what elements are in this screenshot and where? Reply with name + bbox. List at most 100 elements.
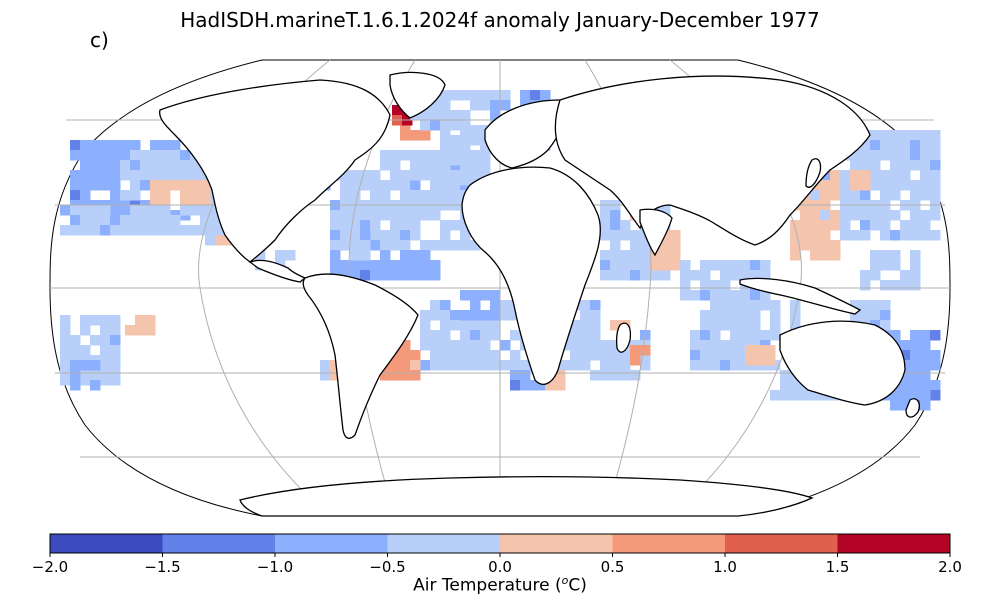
anomaly-cell <box>890 170 901 181</box>
anomaly-cell <box>450 135 461 146</box>
anomaly-cell <box>430 240 441 251</box>
anomaly-cell <box>730 260 741 271</box>
anomaly-cell <box>640 240 651 251</box>
anomaly-cell <box>430 180 441 191</box>
anomaly-cell <box>340 260 351 271</box>
anomaly-cell <box>640 270 651 281</box>
anomaly-cell <box>710 350 721 361</box>
anomaly-cell <box>390 220 401 231</box>
anomaly-cell <box>860 300 871 311</box>
anomaly-cell <box>70 370 81 381</box>
anomaly-cell <box>130 205 141 216</box>
central-america <box>248 259 307 283</box>
anomaly-cell <box>100 345 111 356</box>
anomaly-cell <box>410 160 421 171</box>
anomaly-cell <box>340 210 351 221</box>
anomaly-cell <box>800 230 811 241</box>
anomaly-cell <box>110 315 121 326</box>
anomaly-cell <box>640 345 651 356</box>
anomaly-cell <box>590 340 601 351</box>
anomaly-cell <box>440 230 451 241</box>
anomaly-cell <box>840 210 851 221</box>
anomaly-cell <box>430 190 441 201</box>
anomaly-cell <box>60 315 71 326</box>
anomaly-cell <box>80 325 91 336</box>
anomaly-cell <box>430 100 441 111</box>
anomaly-cell <box>190 180 201 191</box>
anomaly-cell <box>450 145 461 156</box>
anomaly-cell <box>330 230 341 241</box>
anomaly-cell <box>70 380 81 391</box>
anomaly-cell <box>470 165 481 176</box>
anomaly-cell <box>490 100 501 111</box>
anomaly-cell <box>830 250 841 261</box>
anomaly-cell <box>370 190 381 201</box>
anomaly-cell <box>160 205 171 216</box>
anomaly-cell <box>600 260 611 271</box>
anomaly-cell <box>880 150 891 161</box>
anomaly-cell <box>920 210 931 221</box>
anomaly-cell <box>640 260 651 271</box>
anomaly-cell <box>870 140 881 151</box>
anomaly-cell <box>690 350 701 361</box>
anomaly-cell <box>790 320 801 331</box>
anomaly-cell <box>620 220 631 231</box>
anomaly-cell <box>750 330 761 341</box>
anomaly-cell <box>440 330 451 341</box>
anomaly-cell <box>460 125 471 136</box>
anomaly-cell <box>470 300 481 311</box>
anomaly-cell <box>130 215 141 226</box>
colorbar-tick-label: 0.0 <box>488 558 512 576</box>
anomaly-cell <box>410 360 421 371</box>
anomaly-cell <box>590 370 601 381</box>
colorbar-label: Air Temperature (oC) <box>0 574 1000 596</box>
anomaly-cell <box>80 225 91 236</box>
anomaly-cell <box>390 270 401 281</box>
anomaly-cell <box>460 135 471 146</box>
anomaly-cell <box>330 220 341 231</box>
anomaly-cell <box>720 350 731 361</box>
anomaly-cell <box>880 170 891 181</box>
anomaly-cell <box>690 360 701 371</box>
anomaly-cell <box>790 380 801 391</box>
anomaly-cell <box>410 210 421 221</box>
anomaly-cell <box>180 170 191 181</box>
anomaly-cell <box>150 180 161 191</box>
anomaly-cell <box>490 350 501 361</box>
anomaly-cell <box>410 350 421 361</box>
anomaly-cell <box>90 315 101 326</box>
anomaly-cell <box>490 290 501 301</box>
panel-label: c) <box>90 28 109 52</box>
anomaly-cell <box>60 335 71 346</box>
anomaly-cell <box>680 260 691 271</box>
anomaly-cell <box>190 190 201 201</box>
anomaly-cell <box>810 390 821 401</box>
anomaly-cell <box>440 340 451 351</box>
anomaly-cell <box>90 170 101 181</box>
anomaly-cell <box>900 380 911 391</box>
anomaly-cell <box>720 360 731 371</box>
anomaly-cell <box>100 140 111 151</box>
anomaly-cell <box>70 170 81 181</box>
anomaly-cell <box>100 365 111 376</box>
colorbar-segment <box>275 534 388 553</box>
anomaly-cell <box>930 230 941 241</box>
anomaly-cell <box>610 340 621 351</box>
anomaly-cell <box>600 350 611 361</box>
anomaly-cell <box>720 260 731 271</box>
anomaly-cell <box>740 260 751 271</box>
anomaly-cell <box>460 350 471 361</box>
anomaly-cell <box>600 230 611 241</box>
anomaly-cell <box>200 180 211 191</box>
anomaly-cell <box>720 270 731 281</box>
anomaly-cell <box>400 220 411 231</box>
anomaly-cell <box>910 180 921 191</box>
anomaly-cell <box>60 365 71 376</box>
anomaly-cell <box>630 355 641 366</box>
anomaly-cell <box>830 170 841 181</box>
anomaly-cell <box>430 360 441 371</box>
anomaly-cell <box>920 150 931 161</box>
anomaly-cell <box>910 130 921 141</box>
anomaly-cell <box>610 360 621 371</box>
anomaly-cell <box>520 360 531 371</box>
